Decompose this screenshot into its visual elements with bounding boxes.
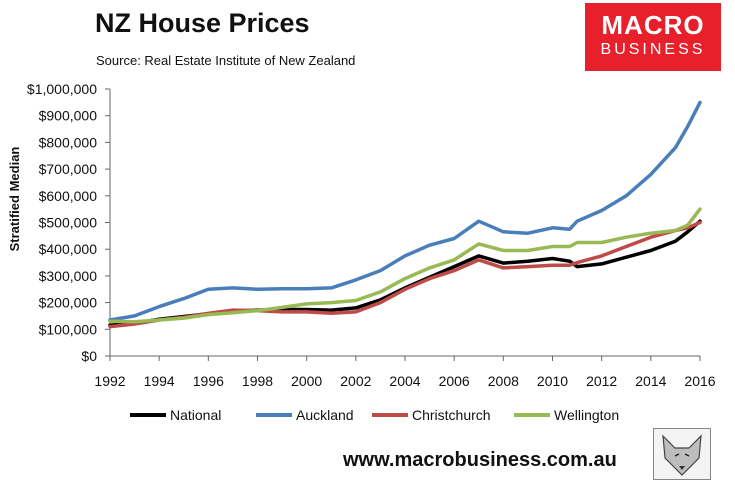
y-tick-label: $800,000: [39, 134, 98, 150]
x-tick-label: 2016: [684, 373, 715, 389]
footer-url: www.macrobusiness.com.au: [343, 449, 617, 471]
x-tick-label: 1994: [144, 373, 175, 389]
y-tick-label: $400,000: [39, 241, 98, 257]
x-tick-label: 2000: [291, 373, 322, 389]
legend-label-national: National: [170, 407, 221, 423]
macrobusiness-logo: MACRO BUSINESS: [585, 3, 721, 71]
x-tick-label: 2008: [488, 373, 519, 389]
x-tick-label: 2002: [340, 373, 371, 389]
series-line-wellington: [108, 207, 702, 324]
y-tick-label: $1,000,000: [27, 81, 97, 97]
x-tick-label: 2012: [586, 373, 617, 389]
logo-line-2: BUSINESS: [600, 41, 706, 58]
legend-label-wellington: Wellington: [554, 407, 619, 423]
y-tick-label: $200,000: [39, 295, 98, 311]
y-tick-label: $700,000: [39, 161, 98, 177]
chart-axes: $0 $100,000 $200,000 $300,000 $400,000 $500,0…: [27, 81, 716, 389]
x-tick-label: 2010: [537, 373, 568, 389]
x-tick-label: 1998: [242, 373, 273, 389]
x-tick-label: 2004: [389, 373, 420, 389]
y-tick-label: $300,000: [39, 268, 98, 284]
legend-label-christchurch: Christchurch: [412, 407, 491, 423]
chart-subtitle: Source: Real Estate Institute of New Zea…: [96, 53, 356, 68]
legend-label-auckland: Auckland: [296, 407, 354, 423]
y-tick-label: $500,000: [39, 215, 98, 231]
y-axis-label: Stratified Median: [7, 147, 22, 252]
y-tick-label: $900,000: [39, 108, 98, 124]
x-tick-label: 2006: [439, 373, 470, 389]
x-tick-label: 1996: [193, 373, 224, 389]
series-line-national: [108, 219, 702, 328]
chart-title: NZ House Prices: [95, 8, 310, 38]
y-tick-label: $600,000: [39, 188, 98, 204]
chart-legend: National Auckland Christchurch Wellington: [130, 407, 619, 423]
y-tick-label: $100,000: [39, 321, 98, 337]
logo-line-1: MACRO: [601, 10, 705, 40]
y-tick-label: $0: [81, 348, 97, 364]
x-tick-label: 1992: [94, 373, 125, 389]
series-line-auckland: [108, 100, 702, 322]
series-line-christchurch: [108, 220, 702, 329]
chart-series: [108, 100, 702, 329]
fox-logo-icon: [653, 428, 711, 480]
x-tick-label: 2014: [635, 373, 666, 389]
